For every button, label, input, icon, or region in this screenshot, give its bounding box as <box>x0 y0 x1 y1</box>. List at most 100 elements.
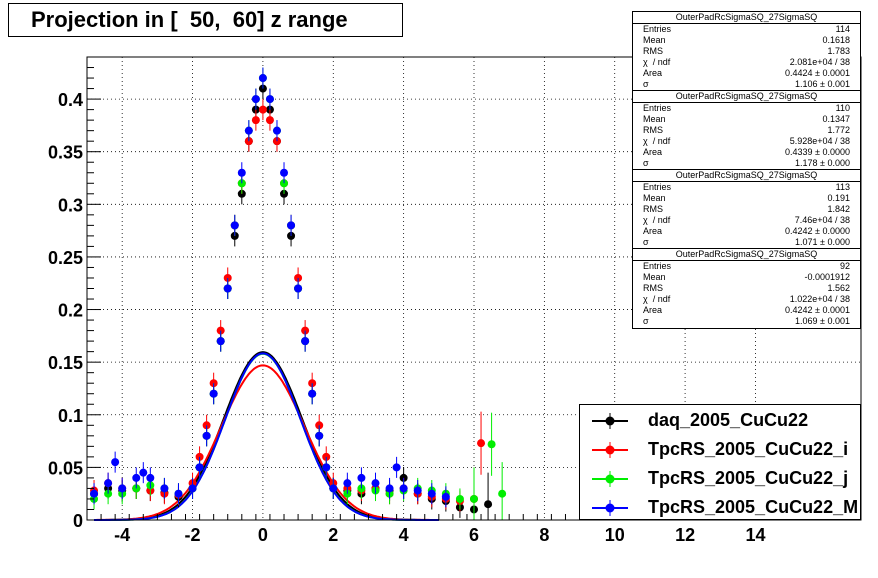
legend-marker-icon <box>592 500 628 516</box>
stats-row: σ 1.071 ± 0.000 <box>633 237 860 248</box>
stats-row: Mean 0.1618 <box>633 35 860 46</box>
data-point <box>498 489 507 498</box>
legend-label: daq_2005_CuCu22 <box>648 410 809 430</box>
stats-row: Entries 114 <box>633 24 860 35</box>
data-point <box>90 489 99 498</box>
stats-value: 1.772 <box>827 125 850 136</box>
legend-dot <box>605 416 615 426</box>
legend-label: TpcRS_2005_CuCu22_M <box>648 497 859 517</box>
stats-value: 2.081e+04 / 38 <box>789 57 850 68</box>
data-point <box>294 284 303 293</box>
fit-curve <box>94 352 439 521</box>
data-point <box>244 126 253 135</box>
x-tick-label: 6 <box>469 525 479 545</box>
stats-value: 1.178 ± 0.000 <box>795 158 850 169</box>
stats-row: σ 1.178 ± 0.000 <box>633 158 860 169</box>
data-point <box>413 486 422 495</box>
stats-row: RMS 1.772 <box>633 125 860 136</box>
legend-entry: daq_2005_CuCu22 <box>580 406 860 435</box>
stats-key: Mean <box>643 193 666 204</box>
data-point <box>487 440 496 449</box>
stats-row: χ / ndf 1.022e+04 / 38 <box>633 294 860 305</box>
stats-value: 1.022e+04 / 38 <box>789 294 850 305</box>
y-tick-label: 0.2 <box>58 301 83 321</box>
data-point <box>484 500 493 509</box>
stats-row: Mean 0.1347 <box>633 114 860 125</box>
stats-value: 92 <box>839 261 850 271</box>
legend-dot <box>605 445 615 455</box>
stats-key: σ <box>643 316 649 327</box>
x-tick-label: 10 <box>605 525 625 545</box>
stats-key: Mean <box>643 35 666 46</box>
data-point <box>301 337 310 346</box>
y-tick-label: 0.4 <box>58 90 83 110</box>
data-point <box>223 284 232 293</box>
x-tick-label: 2 <box>328 525 338 545</box>
legend: daq_2005_CuCu22 TpcRS_2005_CuCu22_i TpcRS_… <box>579 404 861 520</box>
stats-row: Entries 113 <box>633 182 860 193</box>
stats-row: χ / ndf 2.081e+04 / 38 <box>633 57 860 68</box>
data-point <box>146 473 155 482</box>
legend-marker-icon <box>592 442 628 458</box>
stats-key: σ <box>643 237 649 248</box>
x-tick-label: 12 <box>675 525 695 545</box>
data-point <box>132 473 141 482</box>
y-tick-label: 0.35 <box>48 143 83 163</box>
stats-box: OuterPadRcSigmaSQ_27SigmaSQ Entries 92 Mean… <box>632 248 861 329</box>
stats-key: Area <box>643 305 663 316</box>
stats-key: Mean <box>643 272 666 283</box>
stats-value: 114 <box>835 24 850 34</box>
data-point <box>104 479 113 488</box>
data-point <box>455 494 464 503</box>
data-point <box>230 221 239 230</box>
stats-value: 0.1347 <box>822 114 850 125</box>
stats-value: -0.0001912 <box>804 272 850 283</box>
stats-key: χ / ndf <box>643 136 671 147</box>
data-point <box>174 489 183 498</box>
stats-row: Area 0.4339 ± 0.0000 <box>633 147 860 158</box>
stats-row: Entries 92 <box>633 261 860 272</box>
y-tick-label: 0.25 <box>48 248 83 268</box>
stats-key: RMS <box>643 46 663 57</box>
stats-key: σ <box>643 158 649 169</box>
stats-value: 0.1618 <box>822 35 850 46</box>
legend-entry: TpcRS_2005_CuCu22_j <box>580 464 860 493</box>
legend-dot <box>605 474 615 484</box>
data-point <box>329 484 338 493</box>
stats-row: σ 1.106 ± 0.001 <box>633 79 860 90</box>
legend-entry: TpcRS_2005_CuCu22_i <box>580 435 860 464</box>
y-tick-label: 0 <box>73 511 83 531</box>
data-point <box>251 95 260 104</box>
y-tick-label: 0.1 <box>58 406 83 426</box>
stats-box-title: OuterPadRcSigmaSQ_27SigmaSQ <box>633 12 860 24</box>
stats-value: 0.4242 ± 0.0001 <box>785 305 850 316</box>
fit-curve <box>94 364 439 521</box>
stats-key: Area <box>643 226 663 237</box>
data-point <box>308 389 317 398</box>
stats-row: χ / ndf 5.928e+04 / 38 <box>633 136 860 147</box>
data-point <box>216 337 225 346</box>
stats-key: σ <box>643 79 649 90</box>
data-point <box>265 95 274 104</box>
data-point <box>188 484 197 493</box>
data-point <box>470 494 478 503</box>
stats-box: OuterPadRcSigmaSQ_27SigmaSQ Entries 114 Mea… <box>632 11 861 92</box>
data-point <box>209 389 218 398</box>
stats-box: OuterPadRcSigmaSQ_27SigmaSQ Entries 113 Mea… <box>632 169 861 250</box>
stats-key: Entries <box>643 261 672 271</box>
axes: -4 -2 0 2 4 6 8 10 12 14 0 0.05 0.1 0.15 0.2 0.25 0.3 0.3… <box>48 56 862 545</box>
x-tick-label: 4 <box>399 525 409 545</box>
stats-value: 1.106 ± 0.001 <box>795 79 850 90</box>
data-point <box>399 484 408 493</box>
data-point <box>343 479 352 488</box>
stats-value: 110 <box>835 103 850 113</box>
stats-key: Area <box>643 68 663 79</box>
chart-title: Projection in [ 50, 60] z range <box>8 3 403 37</box>
y-tick-label: 0.05 <box>48 458 83 478</box>
data-point <box>160 484 169 493</box>
legend-label: TpcRS_2005_CuCu22_j <box>648 468 849 488</box>
stats-key: RMS <box>643 283 663 294</box>
data-point <box>118 484 127 493</box>
x-tick-label: 14 <box>745 525 765 545</box>
stats-key: χ / ndf <box>643 215 671 226</box>
